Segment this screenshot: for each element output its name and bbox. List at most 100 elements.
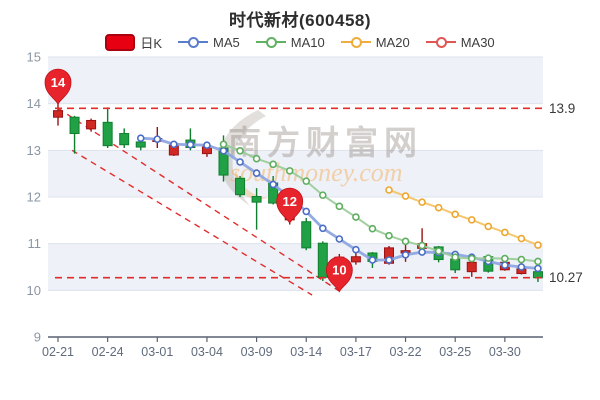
price-marker-pin: 10 [325,256,353,293]
legend-label: MA30 [460,34,495,50]
ma10-point [252,154,261,163]
ma5-point [136,134,145,142]
ma10-point [467,254,476,263]
ma5-point [236,158,244,166]
legend-label: MA10 [290,34,325,50]
ma20-point [501,228,509,237]
plot-stripe [48,290,543,337]
x-axis-label: 03-17 [340,345,372,359]
x-axis-label: 03-30 [489,345,521,359]
candle-body [317,242,328,278]
candle-body [119,133,130,146]
legend: 日K MA5 MA10 MA20 MA30 [0,32,600,52]
chart-title: 时代新材(600458) [228,11,372,30]
y-axis-label: 9 [34,330,41,345]
ma5-point [385,256,393,264]
legend-item-ma30[interactable]: MA30 [425,34,495,50]
x-axis-label: 03-04 [191,345,223,359]
ma20-point [484,222,493,231]
ma10-point [385,231,393,240]
ma5-point [219,147,228,155]
price-marker-label: 12 [282,194,296,209]
candle-body [102,121,113,147]
ma10-point [434,247,443,255]
ma10-point [517,255,526,264]
candle-body [86,119,97,130]
ma5-point [203,141,211,149]
candle-body [53,110,63,118]
ma5-point [170,140,178,149]
y-axis-label: 10 [27,283,41,298]
ma10-point [335,202,344,211]
y-axis-label: 13 [27,143,41,158]
candle-body [466,261,477,273]
x-axis-label: 03-09 [241,345,273,359]
legend-item-ma5[interactable]: MA5 [178,35,240,50]
ma20-point [385,186,393,194]
plot-stripe [48,243,543,291]
ma5-point [252,169,261,177]
ma5-point [534,264,542,273]
legend-marker-日k [105,33,136,51]
ma10-point [401,237,410,246]
ma10-point [451,253,460,262]
y-axis-label: 15 [27,50,41,65]
ma20-point [434,203,443,212]
ma10-point [236,147,244,155]
ma5-point [501,261,509,269]
ma10-point [484,254,493,262]
ma5-point [153,135,162,143]
ma10-point [318,191,327,199]
ma5-point [335,235,344,243]
price-marker-label: 14 [51,75,66,90]
legend-item-kline[interactable]: 日K [105,33,162,52]
x-axis-label: 03-25 [439,345,471,359]
x-axis-label: 02-24 [92,345,124,359]
ma10-point [368,224,377,233]
candle-body [301,221,312,249]
watermark-cn-text: 南方财富网 [228,124,423,161]
y-axis-label: 12 [27,190,41,205]
trend-line [71,149,313,296]
candle-body [69,116,80,135]
price-ref-label: 13.9 [549,101,575,116]
ma10-point [534,257,542,266]
ma5-point [318,224,327,233]
legend-item-ma20[interactable]: MA20 [340,34,410,50]
ma20-point [467,216,476,224]
legend-item-ma10[interactable]: MA10 [255,34,325,50]
legend-marker-ma20 [340,37,371,48]
ma10-point [501,254,509,263]
candle-body [251,196,262,203]
watermark-swoosh-icon [219,110,266,206]
legend-label: MA20 [375,34,410,50]
x-axis-label: 03-14 [290,345,322,359]
legend-marker-ma5 [178,37,209,48]
price-marker-pin: 12 [276,187,304,225]
price-ref-label: 10.27 [549,270,583,285]
candle-body [350,256,361,263]
ma10-point [285,167,294,175]
pin-icon [44,68,72,106]
plot-stripe [48,103,543,151]
pin-icon [325,256,353,293]
candle-body [235,177,246,196]
ma5-point [418,248,426,256]
x-axis-label: 03-22 [390,345,422,359]
ma10-point [302,177,311,185]
ma5-point [517,263,526,271]
x-axis-label: 02-21 [42,345,74,359]
ma5-point [186,140,195,149]
ma20-line [388,189,539,246]
ma5-point [401,251,410,259]
y-axis-label: 11 [28,236,42,251]
plot-stripe [48,57,543,104]
ma20-point [517,234,526,243]
legend-marker-ma10 [255,37,286,48]
legend-marker-ma30 [425,37,456,48]
ma10-point [219,140,228,149]
ma10-point [352,213,360,221]
